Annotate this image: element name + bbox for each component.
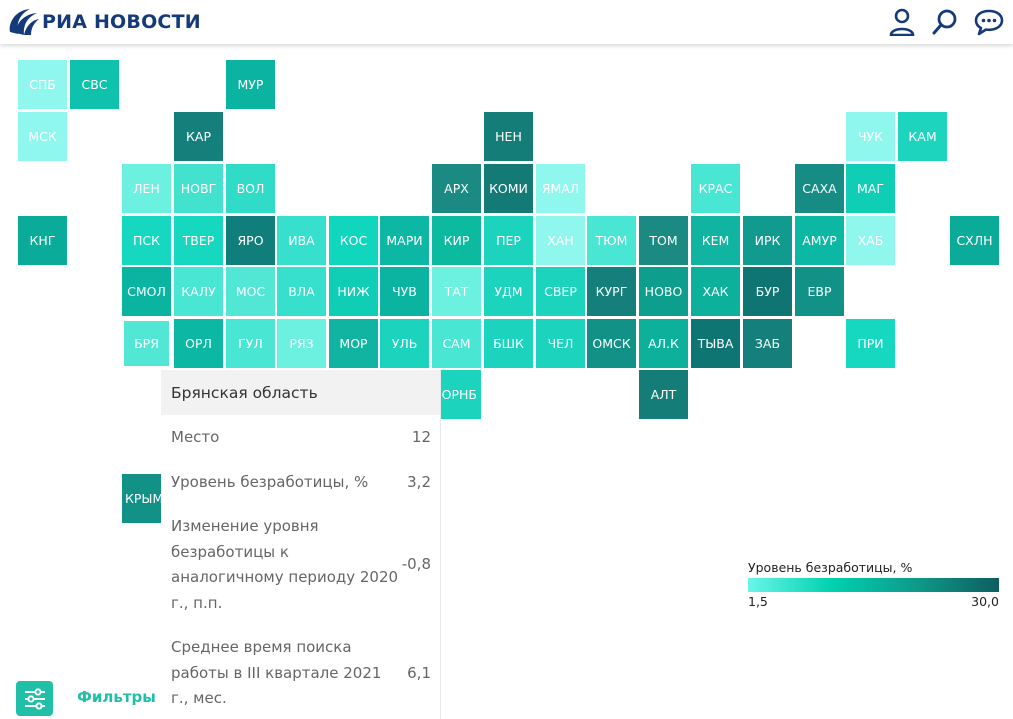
region-tile[interactable]: МАГ bbox=[846, 164, 895, 213]
chat-icon[interactable] bbox=[974, 7, 1004, 37]
region-tile[interactable]: БРЯ bbox=[124, 321, 169, 366]
legend-gradient bbox=[748, 578, 999, 592]
region-tile[interactable]: ЧУК bbox=[846, 112, 895, 161]
region-tile[interactable]: СМОЛ bbox=[122, 267, 171, 316]
region-tile[interactable]: КОМИ bbox=[484, 164, 533, 213]
color-legend: Уровень безработицы, % 1,5 30,0 bbox=[748, 560, 999, 609]
region-tile[interactable]: ВЛА bbox=[277, 267, 326, 316]
tooltip-row-label: Изменение уровня безработицы к аналогичн… bbox=[171, 517, 399, 612]
region-tile[interactable]: СХЛН bbox=[950, 216, 999, 265]
region-tile[interactable]: САХА bbox=[795, 164, 844, 213]
logo[interactable]: РИА НОВОСТИ bbox=[6, 5, 201, 39]
region-tile[interactable]: НИЖ bbox=[329, 267, 378, 316]
region-tile[interactable]: НЕН bbox=[484, 112, 533, 161]
tooltip-row-label: Среднее время поиска работы в III кварта… bbox=[171, 638, 382, 707]
region-tile[interactable]: КЕМ bbox=[691, 216, 740, 265]
region-tile[interactable]: МАРИ bbox=[380, 216, 429, 265]
region-tile[interactable]: ЧУВ bbox=[380, 267, 429, 316]
region-tile[interactable]: НОВГ bbox=[174, 164, 223, 213]
legend-min: 1,5 bbox=[748, 594, 768, 609]
region-tile[interactable]: МОС bbox=[226, 267, 275, 316]
site-header: РИА НОВОСТИ bbox=[0, 0, 1013, 44]
region-tile[interactable]: ОМСК bbox=[587, 319, 636, 368]
sliders-icon bbox=[24, 687, 45, 710]
region-tile[interactable]: ПРИ bbox=[846, 319, 895, 368]
region-tile[interactable]: АЛ.К bbox=[639, 319, 688, 368]
region-tile[interactable]: МСК bbox=[18, 112, 67, 161]
filters-label[interactable]: Фильтры bbox=[77, 688, 156, 706]
region-tile[interactable]: БУР bbox=[743, 267, 792, 316]
region-tooltip: Брянская область Место 12 Уровень безраб… bbox=[161, 370, 441, 719]
region-tile[interactable]: КОС bbox=[329, 216, 378, 265]
region-tile[interactable]: МОР bbox=[329, 319, 378, 368]
region-tile[interactable]: ЧЕЛ bbox=[536, 319, 585, 368]
region-tile[interactable]: ЛЕН bbox=[122, 164, 171, 213]
region-tile[interactable]: ГУЛ bbox=[226, 319, 275, 368]
user-icon[interactable] bbox=[887, 7, 917, 37]
region-tile[interactable]: ИВА bbox=[277, 216, 326, 265]
legend-ticks: 1,5 30,0 bbox=[748, 594, 999, 609]
region-tile[interactable]: МУР bbox=[226, 60, 275, 109]
region-tile[interactable]: БШК bbox=[484, 319, 533, 368]
tooltip-row-label: Уровень безработицы, % bbox=[171, 473, 369, 491]
region-tile[interactable]: ТЫВА bbox=[691, 319, 740, 368]
region-tile[interactable]: ХАК bbox=[691, 267, 740, 316]
search-icon[interactable] bbox=[930, 7, 960, 37]
region-tile[interactable]: ИРК bbox=[743, 216, 792, 265]
region-tile[interactable]: ТВЕР bbox=[174, 216, 223, 265]
region-tile[interactable]: СПБ bbox=[18, 60, 67, 109]
region-tile[interactable]: АЛТ bbox=[639, 370, 688, 419]
tooltip-row-unemployment: Уровень безработицы, % 3,2 bbox=[171, 470, 431, 496]
region-tile[interactable]: КУРГ bbox=[587, 267, 636, 316]
logo-text: РИА НОВОСТИ bbox=[42, 11, 201, 33]
region-tile[interactable]: ЯРО bbox=[226, 216, 275, 265]
region-tile[interactable]: ХАН bbox=[536, 216, 585, 265]
tooltip-title: Брянская область bbox=[161, 370, 440, 415]
tooltip-row-change: Изменение уровня безработицы к аналогичн… bbox=[171, 514, 431, 616]
region-tile[interactable]: ТАТ bbox=[432, 267, 481, 316]
region-tile[interactable]: ЯМАЛ bbox=[536, 164, 585, 213]
legend-title: Уровень безработицы, % bbox=[748, 560, 913, 575]
region-tile[interactable]: КРАС bbox=[691, 164, 740, 213]
region-tile[interactable]: УДМ bbox=[484, 267, 533, 316]
tooltip-row-value: 3,2 bbox=[407, 473, 431, 491]
region-tile[interactable]: КНГ bbox=[18, 216, 67, 265]
tooltip-row-value: 12 bbox=[411, 428, 431, 446]
tooltip-row-value: 6,1 bbox=[407, 663, 431, 682]
region-tile[interactable]: ПСК bbox=[122, 216, 171, 265]
legend-max: 30,0 bbox=[971, 594, 999, 609]
region-tile[interactable]: ПЕР bbox=[484, 216, 533, 265]
region-tile[interactable]: ВОЛ bbox=[226, 164, 275, 213]
ria-globe-icon bbox=[9, 9, 39, 35]
tooltip-row-label: Место bbox=[171, 428, 220, 446]
filters-button[interactable] bbox=[16, 681, 53, 716]
region-tile[interactable]: ЕВР bbox=[795, 267, 844, 316]
region-tile[interactable]: САМ bbox=[432, 319, 481, 368]
region-tile[interactable]: ОРЛ bbox=[174, 319, 223, 368]
region-tile[interactable]: КАМ bbox=[898, 112, 947, 161]
region-tile[interactable]: АРХ bbox=[432, 164, 481, 213]
region-tile[interactable]: ТЮМ bbox=[587, 216, 636, 265]
region-tile[interactable]: УЛЬ bbox=[380, 319, 429, 368]
region-tile[interactable]: КАР bbox=[174, 112, 223, 161]
region-tile[interactable]: ЗАБ bbox=[743, 319, 792, 368]
region-tile[interactable]: СВС bbox=[70, 60, 119, 109]
region-tile[interactable]: АМУР bbox=[795, 216, 844, 265]
tooltip-row-search-time: Среднее время поиска работы в III кварта… bbox=[171, 635, 431, 712]
region-tile[interactable]: РЯЗ bbox=[277, 319, 326, 368]
region-tile[interactable]: КИР bbox=[432, 216, 481, 265]
region-tile[interactable]: НОВО bbox=[639, 267, 688, 316]
tooltip-row-value: -0,8 bbox=[401, 555, 431, 574]
region-tile[interactable]: ХАБ bbox=[846, 216, 895, 265]
region-tile[interactable]: СВЕР bbox=[536, 267, 585, 316]
region-tile[interactable]: ТОМ bbox=[639, 216, 688, 265]
tooltip-row-rank: Место 12 bbox=[171, 425, 431, 451]
region-tile[interactable]: КАЛУ bbox=[174, 267, 223, 316]
